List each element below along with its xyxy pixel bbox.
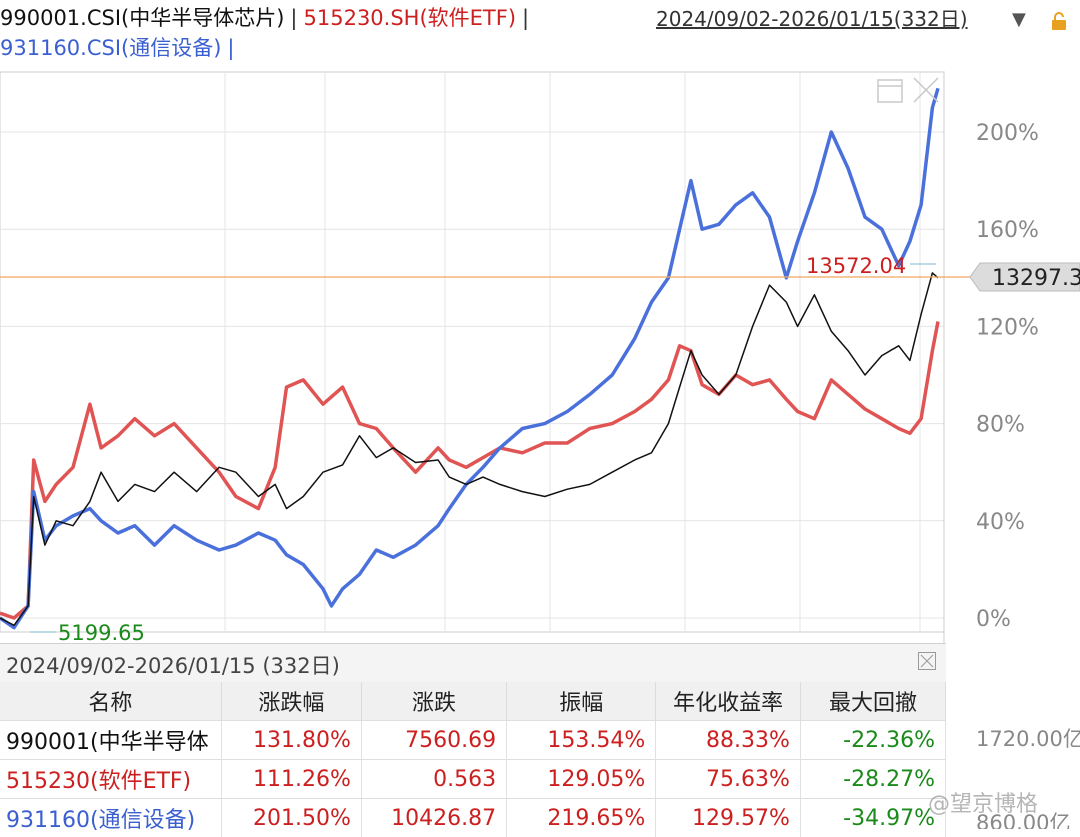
row-name: 990001(中华半导体: [0, 721, 221, 760]
col-header-change-pct[interactable]: 涨跌幅: [221, 682, 361, 721]
table-row[interactable]: 515230(软件ETF) 111.26% 0.563 129.05% 75.6…: [0, 760, 946, 799]
col-header-drawdown[interactable]: 最大回撤: [800, 682, 945, 721]
frame-icons: [878, 78, 938, 102]
series-line-2: [0, 88, 938, 627]
row-name: 515230(软件ETF): [0, 760, 221, 799]
maximize-icon[interactable]: [878, 80, 902, 102]
row-annual: 75.63%: [656, 760, 801, 799]
row-name: 931160(通信设备): [0, 799, 221, 837]
row-annual: 129.57%: [656, 799, 801, 837]
y-tick-label: 120%: [976, 315, 1039, 340]
col-header-amplitude[interactable]: 振幅: [507, 682, 656, 721]
table-header-row: 名称 涨跌幅 涨跌 振幅 年化收益率 最大回撤: [0, 682, 946, 721]
table-row[interactable]: 990001(中华半导体 131.80% 7560.69 153.54% 88.…: [0, 721, 946, 760]
row-annual: 88.33%: [656, 721, 801, 760]
col-header-change[interactable]: 涨跌: [361, 682, 506, 721]
stats-title: 2024/09/02-2026/01/15 (332日): [6, 650, 340, 680]
series-line-0: [0, 273, 938, 625]
col-header-annual[interactable]: 年化收益率: [656, 682, 801, 721]
row-amplitude: 129.05%: [507, 760, 656, 799]
close-chart-icon[interactable]: [914, 78, 938, 102]
max-value-label: 13572.04: [806, 254, 906, 278]
row-change: 0.563: [361, 760, 506, 799]
row-change: 10426.87: [361, 799, 506, 837]
table-row[interactable]: 931160(通信设备) 201.50% 10426.87 219.65% 12…: [0, 799, 946, 837]
row-change: 7560.69: [361, 721, 506, 760]
watermark: @望京博格: [928, 786, 1038, 818]
volume-axis-label: 1720.00亿: [976, 727, 1080, 751]
y-tick-label: 40%: [976, 510, 1025, 535]
y-tick-label: 80%: [976, 413, 1025, 438]
last-price-label: 13297.3: [992, 266, 1080, 291]
col-header-name[interactable]: 名称: [0, 682, 221, 721]
row-change-pct: 201.50%: [221, 799, 361, 837]
row-drawdown: -34.97%: [800, 799, 945, 837]
row-change-pct: 111.26%: [221, 760, 361, 799]
row-drawdown: -22.36%: [800, 721, 945, 760]
series-line-1: [0, 322, 938, 619]
y-axis-ticks: 0% 40% 80% 120% 160% 200%: [976, 121, 1039, 632]
stats-panel: 2024/09/02-2026/01/15 (332日) 名称 涨跌幅 涨跌 振…: [0, 643, 946, 830]
y-tick-label: 0%: [976, 607, 1011, 632]
y-tick-label: 160%: [976, 218, 1039, 243]
annotations: 13297.3 13572.04 5199.65: [0, 254, 1080, 645]
close-icon[interactable]: [918, 652, 936, 670]
y-tick-label: 200%: [976, 121, 1039, 146]
row-drawdown: -28.27%: [800, 760, 945, 799]
row-change-pct: 131.80%: [221, 721, 361, 760]
min-value-label: 5199.65: [58, 621, 145, 645]
stats-table: 名称 涨跌幅 涨跌 振幅 年化收益率 最大回撤 990001(中华半导体 131…: [0, 682, 946, 837]
row-amplitude: 153.54%: [507, 721, 656, 760]
row-amplitude: 219.65%: [507, 799, 656, 837]
plot-frame: [0, 72, 944, 632]
series-lines: [0, 88, 938, 627]
